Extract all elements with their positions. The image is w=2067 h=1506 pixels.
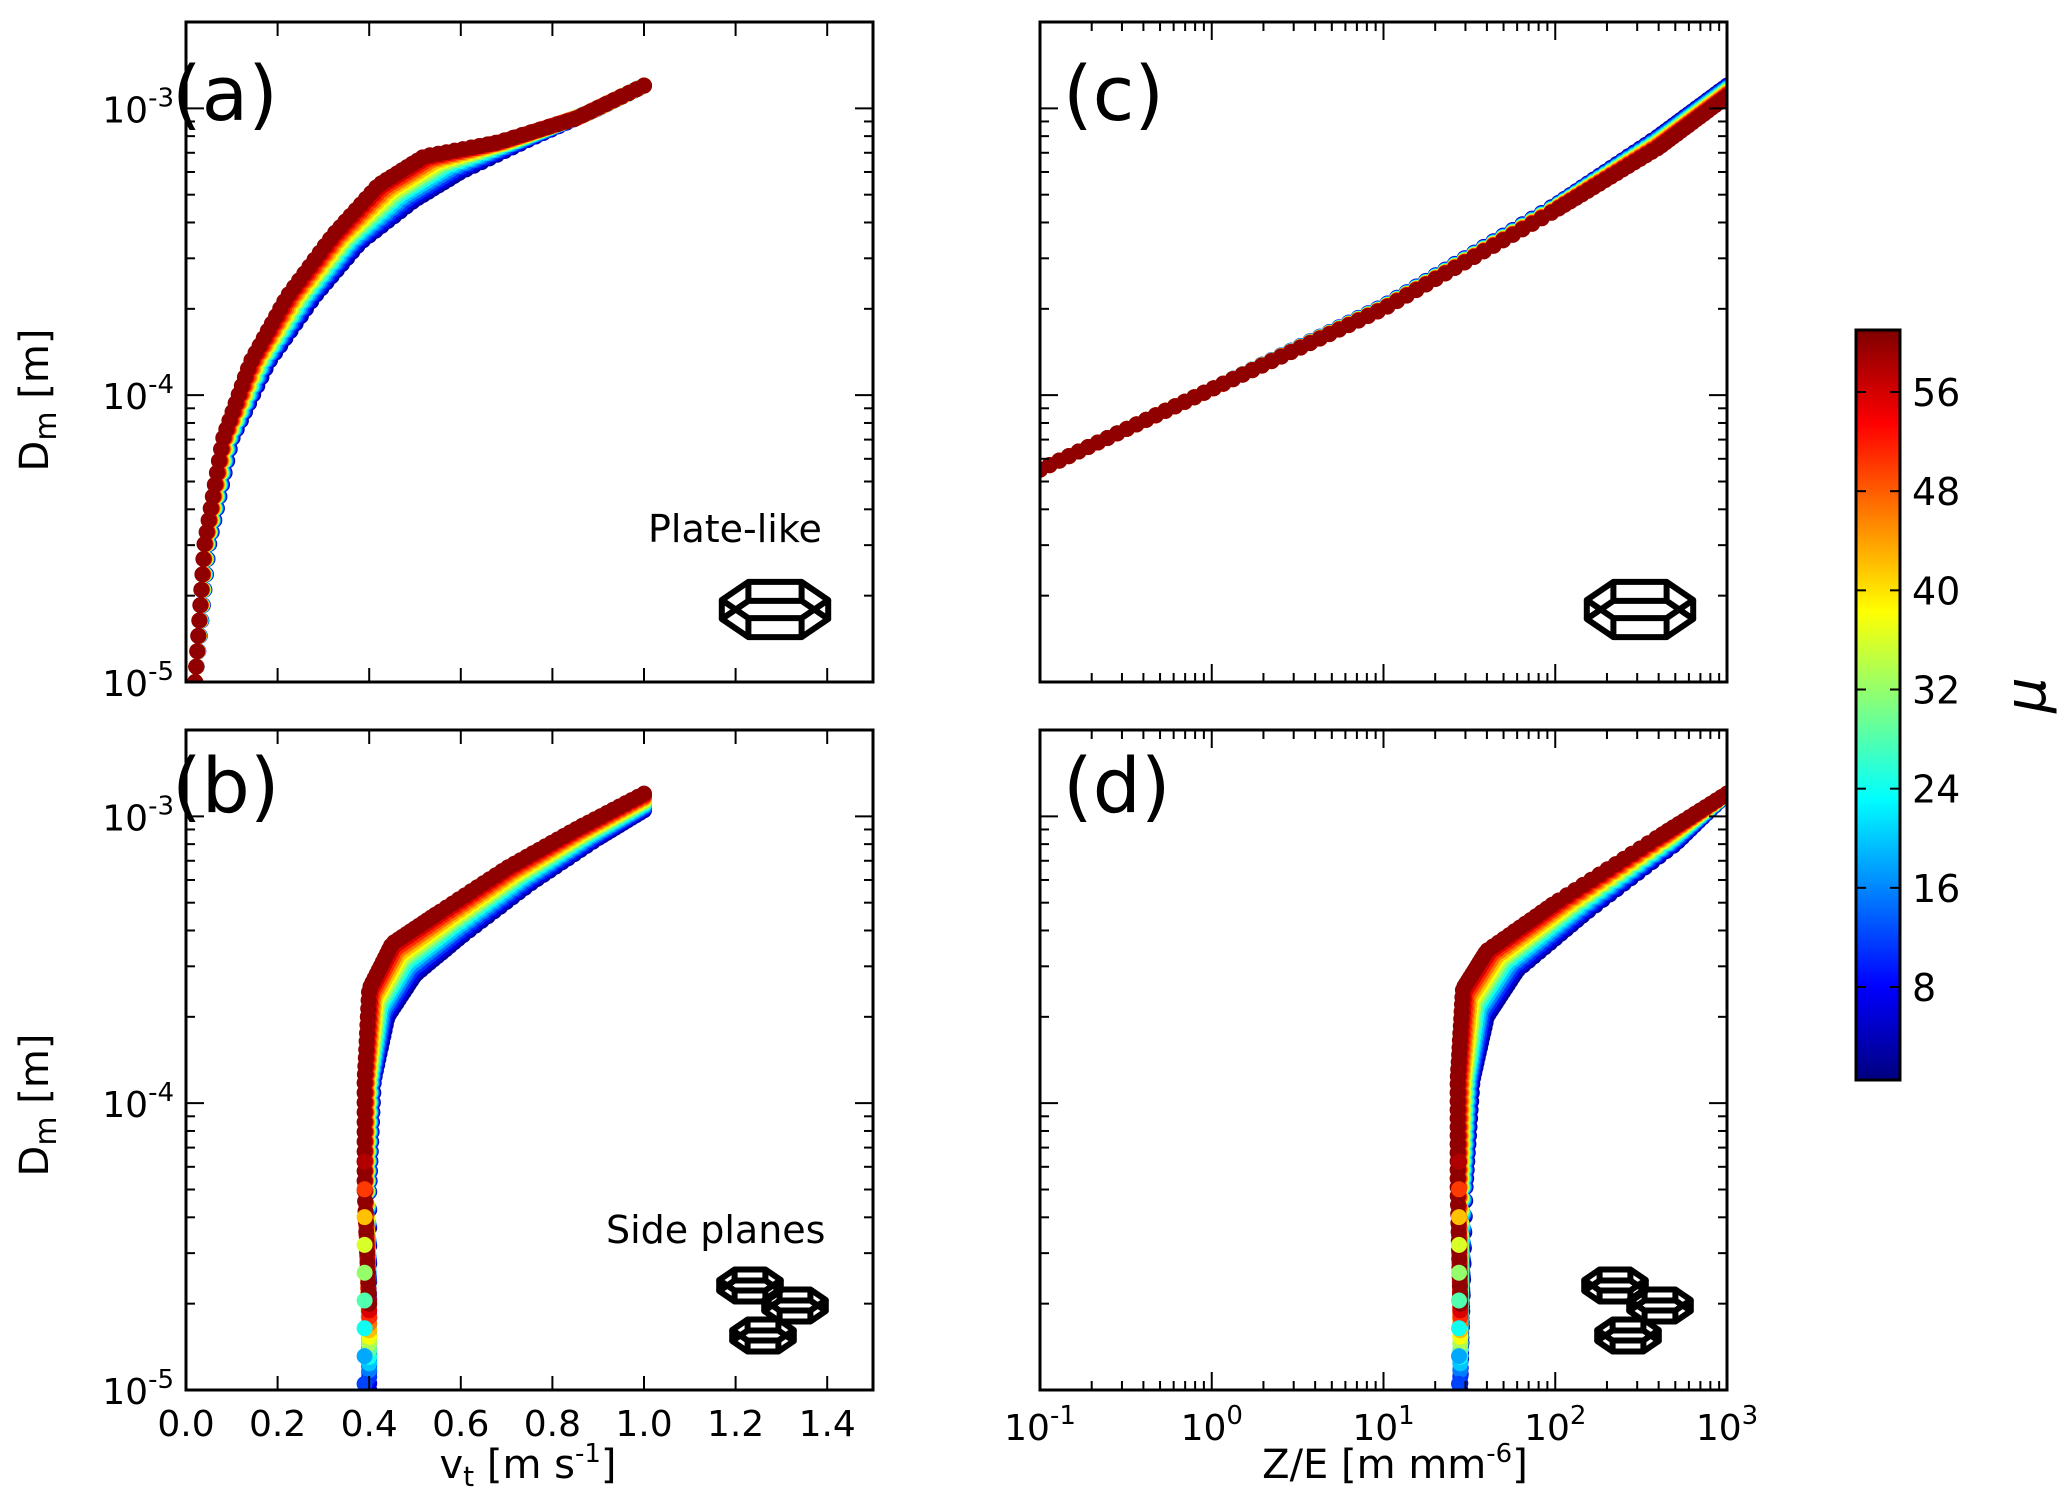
data-point [198,524,215,541]
panel-a-ticks: 10-3 10-4 10-5 [102,21,873,705]
data-point [204,488,221,505]
data-point [356,1209,373,1226]
y-tick-label: 10-5 [102,657,174,705]
panel-c-ticks [1039,21,1727,683]
data-point [1719,88,1727,105]
panel-d: 10-1 100 101 102 103 (d) [1004,728,1758,1449]
data-point [192,597,209,614]
data-point [208,464,225,481]
data-point [189,643,206,660]
y-tick-label: 10-4 [102,370,174,418]
data-point [190,627,207,644]
x-tick-label: 0.2 [249,1404,306,1445]
data-point [356,1348,373,1365]
side-planes-aggregate-icon [716,1266,829,1355]
data-point [187,674,204,682]
panel-b-frame [184,728,875,1392]
panel-a-frame [184,20,875,684]
panel-b-label: (b) [172,741,280,830]
y-tick-label: 10-3 [102,791,174,839]
panel-d-markers [1449,785,1727,1390]
data-point [191,612,208,629]
panel-b: 10-3 10-4 10-50.0 0.2 0.4 0.6 0.8 1.0 1.2 1.4 (b)… [102,728,875,1445]
y-tick-label: 10-5 [102,1365,174,1413]
panel-c-markers [1040,77,1727,478]
data-point [193,581,210,598]
data-point [356,1153,373,1170]
panel-b-annotation: Side planes [606,1208,825,1252]
panel-a-label: (a) [172,49,278,138]
panel-a-annotation: Plate-like [648,507,822,551]
data-point [636,77,652,94]
data-point [188,658,205,675]
x-tick-label: 0.6 [432,1404,489,1445]
y-tick-label: 10-3 [102,83,174,131]
data-point [200,512,217,529]
data-point [202,500,219,517]
data-point [195,551,212,567]
x-tick-label: 0.4 [341,1404,398,1445]
data-point [356,1292,373,1309]
data-point [196,536,213,552]
panel-c: (c) [1038,20,1729,684]
data-point [356,1320,373,1337]
panel-a-markers [187,77,652,682]
data-point [356,1181,373,1198]
data-point [636,785,652,802]
x-tick-label: 0.8 [524,1404,581,1445]
panel-c-label: (c) [1063,49,1164,138]
panel-b-ticks: 10-3 10-4 10-50.0 0.2 0.4 0.6 0.8 1.0 1.2 1.4 [102,729,873,1445]
x-tick-label: 1.2 [707,1404,764,1445]
hexagonal-plate-icon [1583,578,1697,641]
data-point [194,566,211,583]
x-tick-label: 1.4 [799,1404,856,1445]
data-point [210,452,227,469]
y-tick-label: 10-4 [102,1078,174,1126]
panel-a: 10-3 10-4 10-5 (a) Plate-like [102,20,875,705]
x-tick-label: 1.0 [615,1404,672,1445]
data-point [356,1264,373,1281]
hexagonal-plate-icon [718,578,832,641]
panel-b-markers [356,785,652,1390]
data-point [356,1236,373,1253]
data-point [206,476,223,493]
x-tick-label: 0.0 [157,1404,214,1445]
